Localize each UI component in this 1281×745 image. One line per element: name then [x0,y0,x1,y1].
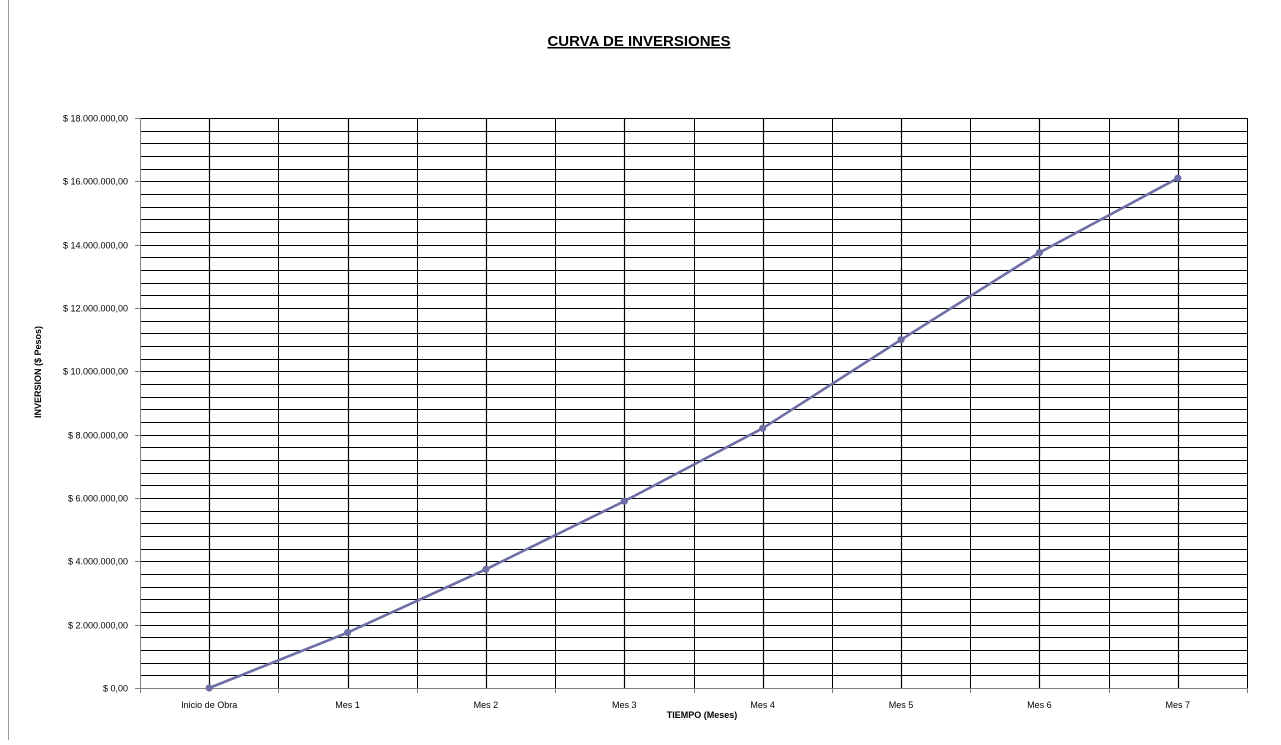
data-point [343,628,352,637]
x-tick-label: Mes 3 [612,700,637,710]
y-tick-label: $ 0,00 [103,684,128,694]
y-tick-label: $ 2.000.000,00 [68,621,128,631]
y-tick-label: $ 10.000.000,00 [63,367,128,377]
y-tick-label: $ 4.000.000,00 [68,557,128,567]
x-tick-label: Mes 5 [889,700,914,710]
x-tick-label: Mes 4 [750,700,775,710]
data-point [897,336,905,344]
y-tick-label: $ 12.000.000,00 [63,304,128,314]
data-point [1174,174,1182,182]
data-point [759,424,767,432]
x-tick-label: Mes 7 [1166,700,1191,710]
window-edge-line [8,0,9,740]
series-layer [205,174,1182,692]
y-tick-label: $ 8.000.000,00 [68,431,128,441]
data-point [1035,248,1044,257]
x-axis-label: TIEMPO (Meses) [667,710,738,720]
data-point [620,497,628,505]
axis-ticks: $ 0,00 $ 2.000.000,00 $ 4.000.000,00 $ 6.00… [63,114,1248,710]
x-tick-label: Inicio de Obra [181,700,237,710]
x-tick-label: Mes 1 [335,700,360,710]
data-point [205,684,213,692]
x-tick-label: Mes 6 [1027,700,1052,710]
investment-series-line [207,176,1180,690]
y-axis-label: INVERSION ($ Pesos) [33,326,43,418]
y-tick-label: $ 18.000.000,00 [63,114,128,124]
x-tick-label: Mes 2 [474,700,499,710]
data-point [482,565,490,573]
gridlines [140,117,1248,690]
chart-title: CURVA DE INVERSIONES [547,33,730,50]
y-tick-label: $ 16.000.000,00 [63,177,128,187]
y-tick-label: $ 14.000.000,00 [63,241,128,251]
y-tick-label: $ 6.000.000,00 [68,494,128,504]
